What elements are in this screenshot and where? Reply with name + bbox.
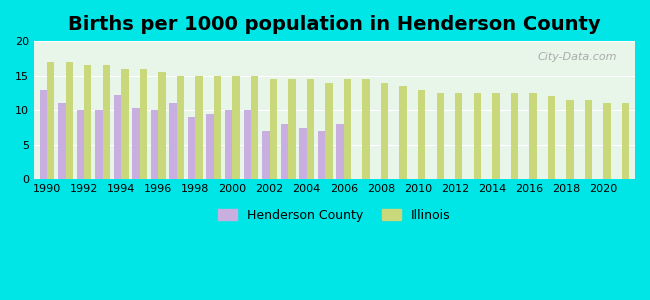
Bar	[233, 76, 240, 179]
Bar	[437, 93, 444, 179]
Bar	[381, 82, 388, 179]
Bar	[244, 110, 251, 179]
Bar	[344, 79, 351, 179]
Bar	[511, 93, 518, 179]
Bar	[270, 79, 277, 179]
Bar	[529, 93, 537, 179]
Title: Births per 1000 population in Henderson County: Births per 1000 population in Henderson …	[68, 15, 601, 34]
Bar	[170, 103, 177, 179]
Bar	[418, 89, 425, 179]
Bar	[151, 110, 158, 179]
Bar	[548, 97, 555, 179]
Bar	[566, 100, 574, 179]
Text: City-Data.com: City-Data.com	[538, 52, 617, 62]
Bar	[318, 131, 325, 179]
Bar	[492, 93, 500, 179]
Bar	[251, 76, 259, 179]
Bar	[399, 86, 407, 179]
Bar	[262, 131, 270, 179]
Bar	[603, 103, 611, 179]
Bar	[47, 62, 55, 179]
Bar	[207, 114, 214, 179]
Bar	[325, 82, 333, 179]
Bar	[622, 103, 629, 179]
Bar	[307, 79, 314, 179]
Bar	[214, 76, 222, 179]
Bar	[177, 76, 184, 179]
Bar	[140, 69, 147, 179]
Bar	[103, 65, 110, 179]
Bar	[288, 79, 296, 179]
Bar	[188, 117, 196, 179]
Bar	[281, 124, 288, 179]
Legend: Henderson County, Illinois: Henderson County, Illinois	[214, 205, 454, 226]
Bar	[196, 76, 203, 179]
Bar	[114, 95, 121, 179]
Bar	[299, 128, 307, 179]
Bar	[474, 93, 481, 179]
Bar	[585, 100, 592, 179]
Bar	[66, 62, 73, 179]
Bar	[455, 93, 463, 179]
Bar	[121, 69, 129, 179]
Bar	[40, 89, 47, 179]
Bar	[84, 65, 92, 179]
Bar	[336, 124, 344, 179]
Bar	[58, 103, 66, 179]
Bar	[77, 110, 84, 179]
Bar	[362, 79, 370, 179]
Bar	[225, 110, 233, 179]
Bar	[133, 108, 140, 179]
Bar	[95, 110, 103, 179]
Bar	[158, 72, 166, 179]
